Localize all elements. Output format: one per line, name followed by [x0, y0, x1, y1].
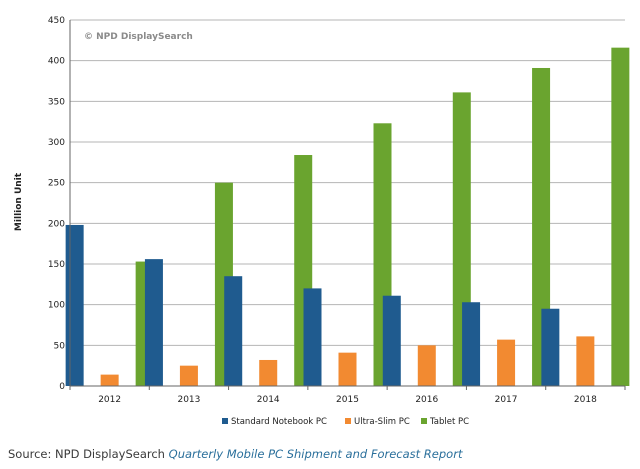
chart: 0 50 100 150 200 250 300 350 400 450 2012 2013 2014 2… — [14, 16, 630, 427]
y-tick-label: 400 — [48, 57, 65, 67]
source-prefix: Source: NPD DisplaySearch — [8, 447, 165, 461]
y-tick-label: 100 — [48, 301, 65, 311]
legend-swatch — [421, 418, 427, 424]
legend: Standard Notebook PC Ultra-Slim PC Tablet … — [222, 417, 469, 427]
bar-ultra-slim-pc-2014 — [259, 359, 278, 386]
y-tick-label: 50 — [54, 341, 66, 351]
bar-standard-notebook-pc-2013 — [144, 259, 163, 386]
x-tick-label: 2013 — [177, 395, 200, 405]
bar-ultra-slim-pc-2016 — [417, 345, 436, 386]
axis-labels: 0 50 100 150 200 250 300 350 400 450 2012 2013 2014 2… — [48, 16, 597, 405]
y-tick-label: 300 — [48, 138, 65, 148]
y-tick-label: 200 — [48, 219, 65, 229]
bar-ultra-slim-pc-2013 — [179, 365, 198, 386]
bar-standard-notebook-pc-2014 — [224, 276, 243, 386]
axes — [69, 20, 626, 390]
bar-standard-notebook-pc-2015 — [303, 288, 322, 386]
y-tick-label: 250 — [48, 179, 65, 189]
bar-ultra-slim-pc-2017 — [497, 339, 516, 386]
y-tick-label: 350 — [48, 97, 65, 107]
bar-standard-notebook-pc-2012 — [65, 224, 84, 386]
legend-label: Ultra-Slim PC — [354, 417, 410, 427]
legend-swatch — [345, 418, 351, 424]
bar-ultra-slim-pc-2018 — [576, 336, 595, 386]
y-tick-label: 150 — [48, 260, 65, 270]
y-tick-label: 450 — [48, 16, 65, 26]
legend-swatch — [222, 418, 228, 424]
x-tick-label: 2016 — [415, 395, 438, 405]
x-tick-label: 2012 — [98, 395, 121, 405]
bar-tablet-pc-2018 — [611, 47, 630, 387]
bar-standard-notebook-pc-2017 — [462, 302, 481, 386]
legend-label: Tablet PC — [429, 417, 469, 427]
x-tick-label: 2015 — [336, 395, 359, 405]
y-axis-title: Million Unit — [14, 172, 24, 231]
bar-ultra-slim-pc-2012 — [100, 374, 119, 386]
source-caption: Source: NPD DisplaySearch Quarterly Mobi… — [8, 447, 462, 461]
y-tick-label: 0 — [59, 382, 65, 392]
x-tick-label: 2014 — [257, 395, 280, 405]
legend-label: Standard Notebook PC — [231, 417, 327, 427]
bar-standard-notebook-pc-2018 — [541, 308, 560, 386]
x-tick-label: 2018 — [574, 395, 597, 405]
bar-tablet-pc-2017 — [532, 67, 551, 386]
watermark: © NPD DisplaySearch — [84, 32, 193, 42]
report-title: Quarterly Mobile PC Shipment and Forecas… — [168, 447, 463, 461]
bar-standard-notebook-pc-2016 — [382, 295, 401, 386]
bars — [65, 47, 630, 387]
x-tick-label: 2017 — [495, 395, 518, 405]
bar-ultra-slim-pc-2015 — [338, 352, 357, 386]
